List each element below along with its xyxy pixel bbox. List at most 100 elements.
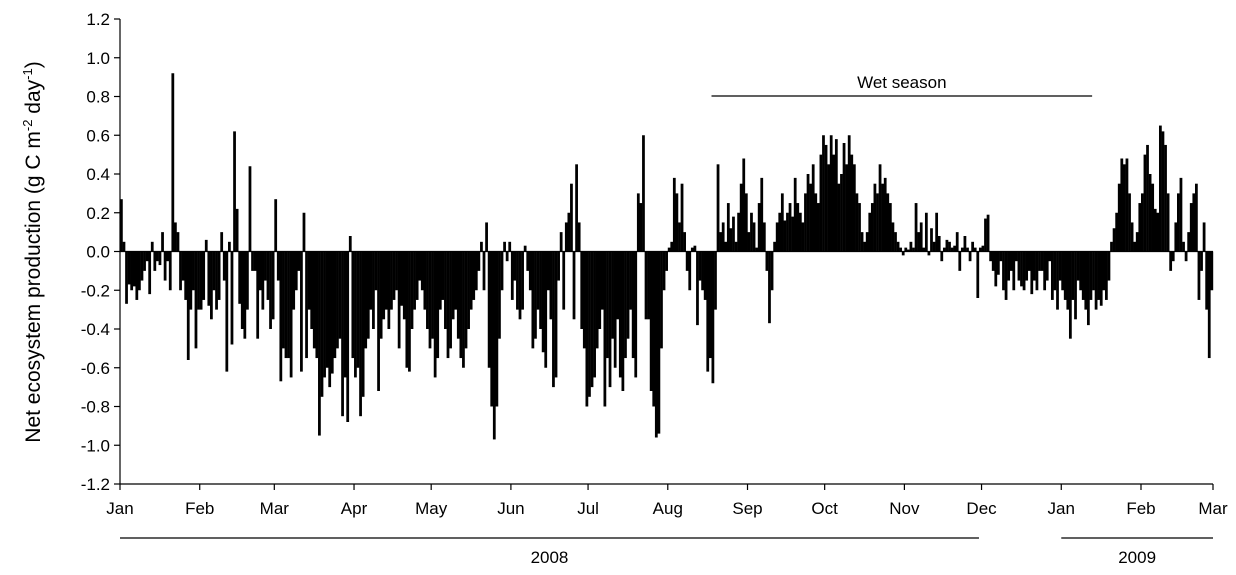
bar	[330, 251, 334, 374]
bar	[894, 232, 897, 252]
bar	[665, 251, 668, 271]
bar	[279, 251, 283, 382]
bar	[770, 251, 774, 291]
bar	[523, 245, 527, 252]
bar	[870, 203, 874, 252]
x-tick-label: Dec	[966, 499, 997, 518]
bar	[274, 199, 278, 252]
bar	[798, 212, 802, 252]
y-tick-label: -0.8	[81, 398, 110, 417]
bar	[516, 251, 519, 310]
bar	[1050, 251, 1054, 300]
bar	[433, 251, 437, 378]
bar	[809, 183, 813, 252]
bar	[721, 222, 725, 252]
bar	[292, 251, 296, 310]
bar	[498, 251, 501, 339]
bar	[950, 247, 954, 252]
bar	[984, 218, 987, 252]
bar	[192, 251, 195, 291]
bar	[670, 241, 674, 252]
bar	[138, 251, 141, 291]
bar	[271, 251, 275, 320]
bar	[963, 236, 967, 252]
bar	[572, 251, 576, 320]
bar	[549, 251, 553, 320]
bar	[1202, 222, 1206, 252]
bar	[225, 251, 229, 372]
bar	[778, 212, 782, 252]
bar	[1194, 183, 1198, 252]
bar	[834, 139, 838, 252]
y-tick-label: 1.2	[86, 10, 110, 29]
bar	[302, 212, 306, 252]
bar	[454, 251, 458, 310]
bar	[150, 241, 154, 252]
bar	[132, 251, 136, 287]
bar	[544, 251, 548, 368]
bar	[189, 251, 193, 310]
bar	[490, 251, 494, 407]
bar	[120, 199, 123, 252]
bar	[588, 251, 591, 397]
bar	[397, 251, 401, 349]
bar	[1133, 241, 1137, 252]
bar	[577, 222, 581, 252]
bar	[922, 247, 926, 252]
bar	[762, 222, 766, 252]
bar	[266, 251, 270, 300]
bar	[341, 251, 344, 417]
bar	[1140, 193, 1144, 252]
x-tick-label: Oct	[811, 499, 838, 518]
bar	[876, 193, 879, 252]
bar	[816, 203, 820, 252]
bar	[616, 251, 620, 320]
bar	[372, 251, 375, 329]
bar	[1104, 251, 1108, 300]
bar	[500, 251, 504, 291]
bar	[289, 251, 293, 378]
bar	[1081, 251, 1085, 300]
bar	[312, 251, 316, 349]
bar	[737, 212, 740, 252]
bar	[297, 251, 301, 271]
x-tick-label: Jul	[577, 499, 599, 518]
bar	[698, 251, 702, 281]
bar	[991, 251, 995, 271]
x-tick-label: Jan	[1048, 499, 1075, 518]
bar	[222, 251, 226, 281]
bar	[1197, 251, 1201, 300]
bar	[1169, 251, 1173, 271]
bar	[726, 203, 730, 252]
bar	[642, 135, 645, 252]
bar	[886, 193, 890, 252]
bar	[1092, 251, 1095, 291]
bar	[1014, 251, 1018, 262]
x-tick-label: Feb	[185, 499, 214, 518]
bar	[1176, 193, 1180, 252]
bar	[1128, 193, 1131, 252]
bar	[482, 251, 486, 291]
bar	[485, 222, 488, 252]
bar	[348, 236, 352, 252]
bar	[688, 251, 692, 291]
bar	[1066, 251, 1070, 310]
bar	[256, 251, 260, 339]
bar	[238, 251, 242, 304]
bar	[554, 251, 558, 378]
bar	[464, 251, 468, 349]
bar	[369, 251, 373, 310]
x-tick-label: Aug	[653, 499, 683, 518]
bar	[595, 251, 599, 349]
bar	[675, 193, 679, 252]
bar	[199, 251, 203, 310]
bar	[734, 241, 738, 252]
bar	[264, 251, 267, 281]
bar	[845, 164, 849, 252]
bar	[431, 251, 434, 339]
bar	[924, 212, 928, 252]
bar	[1143, 154, 1147, 252]
bar	[747, 232, 751, 252]
bar	[744, 193, 748, 252]
